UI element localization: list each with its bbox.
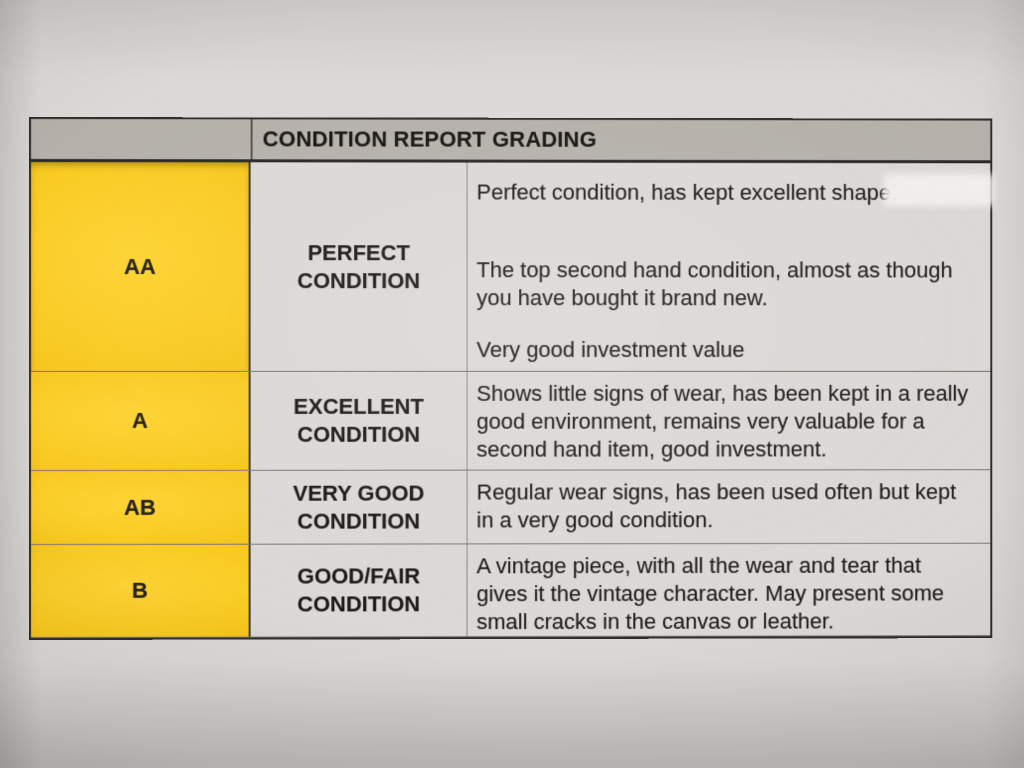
condition-label: EXCELLENT CONDITION (250, 371, 468, 470)
header-spacer-cell (30, 119, 253, 160)
condition-label: VERY GOOD CONDITION (250, 470, 468, 544)
grade-cell: AB (30, 470, 251, 544)
table-row-a: A EXCELLENT CONDITION Shows little signs… (30, 371, 991, 471)
condition-grading-table: CONDITION REPORT GRADING AA PERFECT COND… (29, 117, 995, 640)
condition-description: A vintage piece, with all the wear and t… (468, 544, 991, 636)
condition-description: Shows little signs of wear, has been kep… (468, 372, 991, 470)
grade-cell: B (30, 544, 251, 637)
description-paragraph: A vintage piece, with all the wear and t… (476, 552, 944, 635)
description-paragraph: Regular wear signs, has been used often … (476, 479, 957, 533)
table-header: CONDITION REPORT GRADING (30, 119, 991, 164)
grade-cell: AA (30, 162, 251, 371)
description-paragraph: Shows little signs of wear, has been kep… (476, 380, 969, 462)
description-paragraph: Very good investment value (476, 337, 745, 362)
condition-label: PERFECT CONDITION (250, 162, 468, 371)
table-row-ab: AB VERY GOOD CONDITION Regular wear sign… (30, 470, 991, 545)
condition-description: Perfect condition, has kept excellent sh… (468, 163, 991, 371)
table-row-aa: AA PERFECT CONDITION Perfect condition, … (30, 162, 991, 372)
description-paragraph: Perfect condition, has kept excellent sh… (476, 179, 897, 205)
grade-cell: A (30, 371, 251, 470)
condition-label: GOOD/FAIR CONDITION (250, 544, 468, 637)
description-paragraph: The top second hand condition, almost as… (476, 257, 953, 311)
table-title: CONDITION REPORT GRADING (262, 126, 597, 152)
condition-description: Regular wear signs, has been used often … (468, 470, 991, 543)
table-row-b: B GOOD/FAIR CONDITION A vintage piece, w… (30, 543, 991, 638)
